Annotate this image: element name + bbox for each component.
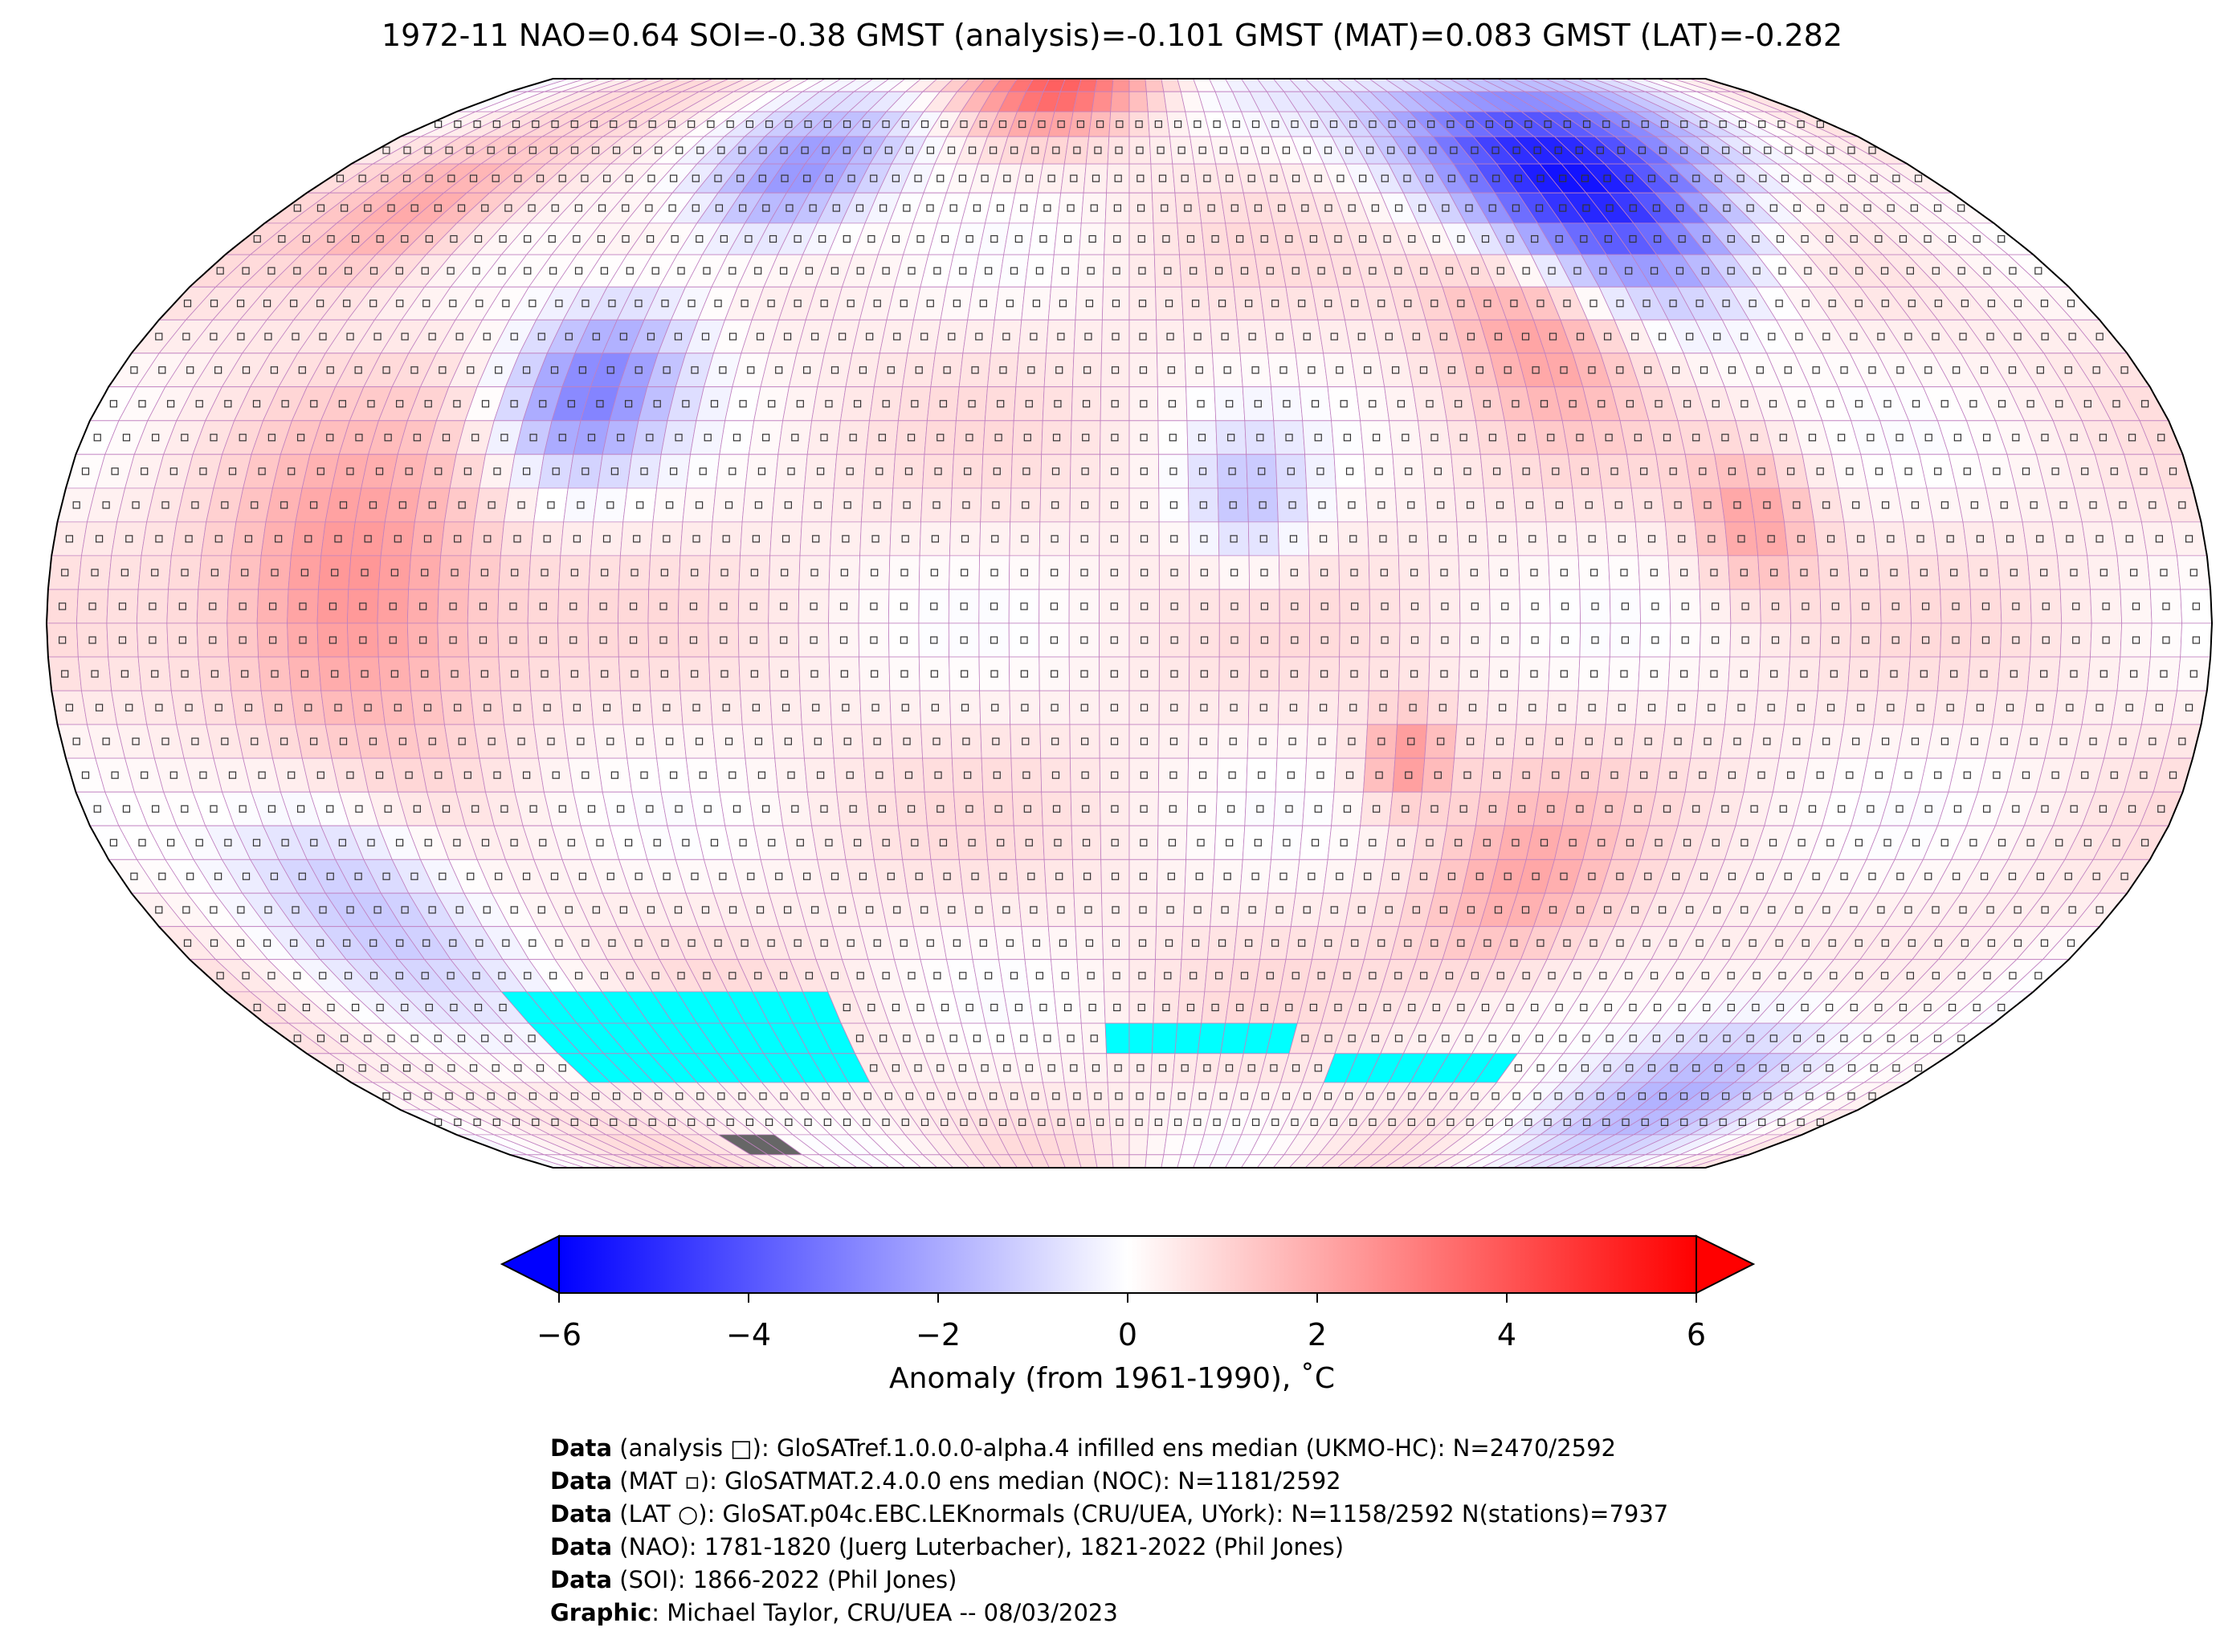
colorbar-extend-high (1696, 1234, 1756, 1295)
colorbar-tick-label: −6 (536, 1317, 582, 1352)
colorbar-tick-label: 6 (1686, 1317, 1707, 1352)
colorbar-tick-label: 4 (1496, 1317, 1517, 1352)
credit-nao: Data (NAO): 1781-1820 (Juerg Luterbacher… (550, 1533, 1345, 1560)
colorbar-label: Anomaly (from 1961-1990), ˚C (889, 1362, 1335, 1395)
colorbar-tick-label: 2 (1307, 1317, 1328, 1352)
colorbar-tick-label: 0 (1117, 1317, 1138, 1352)
chart-title: 1972-11 NAO=0.64 SOI=-0.38 GMST (analysi… (381, 18, 1843, 53)
credit-analysis: Data (analysis □): GloSATref.1.0.0.0-alp… (550, 1434, 1617, 1462)
anomaly-map (45, 78, 2214, 1169)
credit-graphic: Graphic: Michael Taylor, CRU/UEA -- 08/0… (550, 1599, 1118, 1626)
credits: Data (analysis □): GloSATref.1.0.0.0-alp… (550, 1432, 1668, 1630)
credit-lat: Data (LAT ○): GloSAT.p04c.EBC.LEKnormals… (550, 1500, 1669, 1528)
colorbar-tick-label: −4 (725, 1317, 772, 1352)
grid-cells (47, 79, 2212, 1168)
credit-soi: Data (SOI): 1866-2022 (Phil Jones) (550, 1566, 957, 1593)
colorbar (500, 1234, 1756, 1303)
colorbar-gradient (558, 1235, 1697, 1294)
colorbar-tick-label: −2 (915, 1317, 961, 1352)
colorbar-extend-low (500, 1234, 560, 1295)
credit-mat: Data (MAT ▫): GloSATMAT.2.4.0.0 ens medi… (550, 1467, 1341, 1495)
